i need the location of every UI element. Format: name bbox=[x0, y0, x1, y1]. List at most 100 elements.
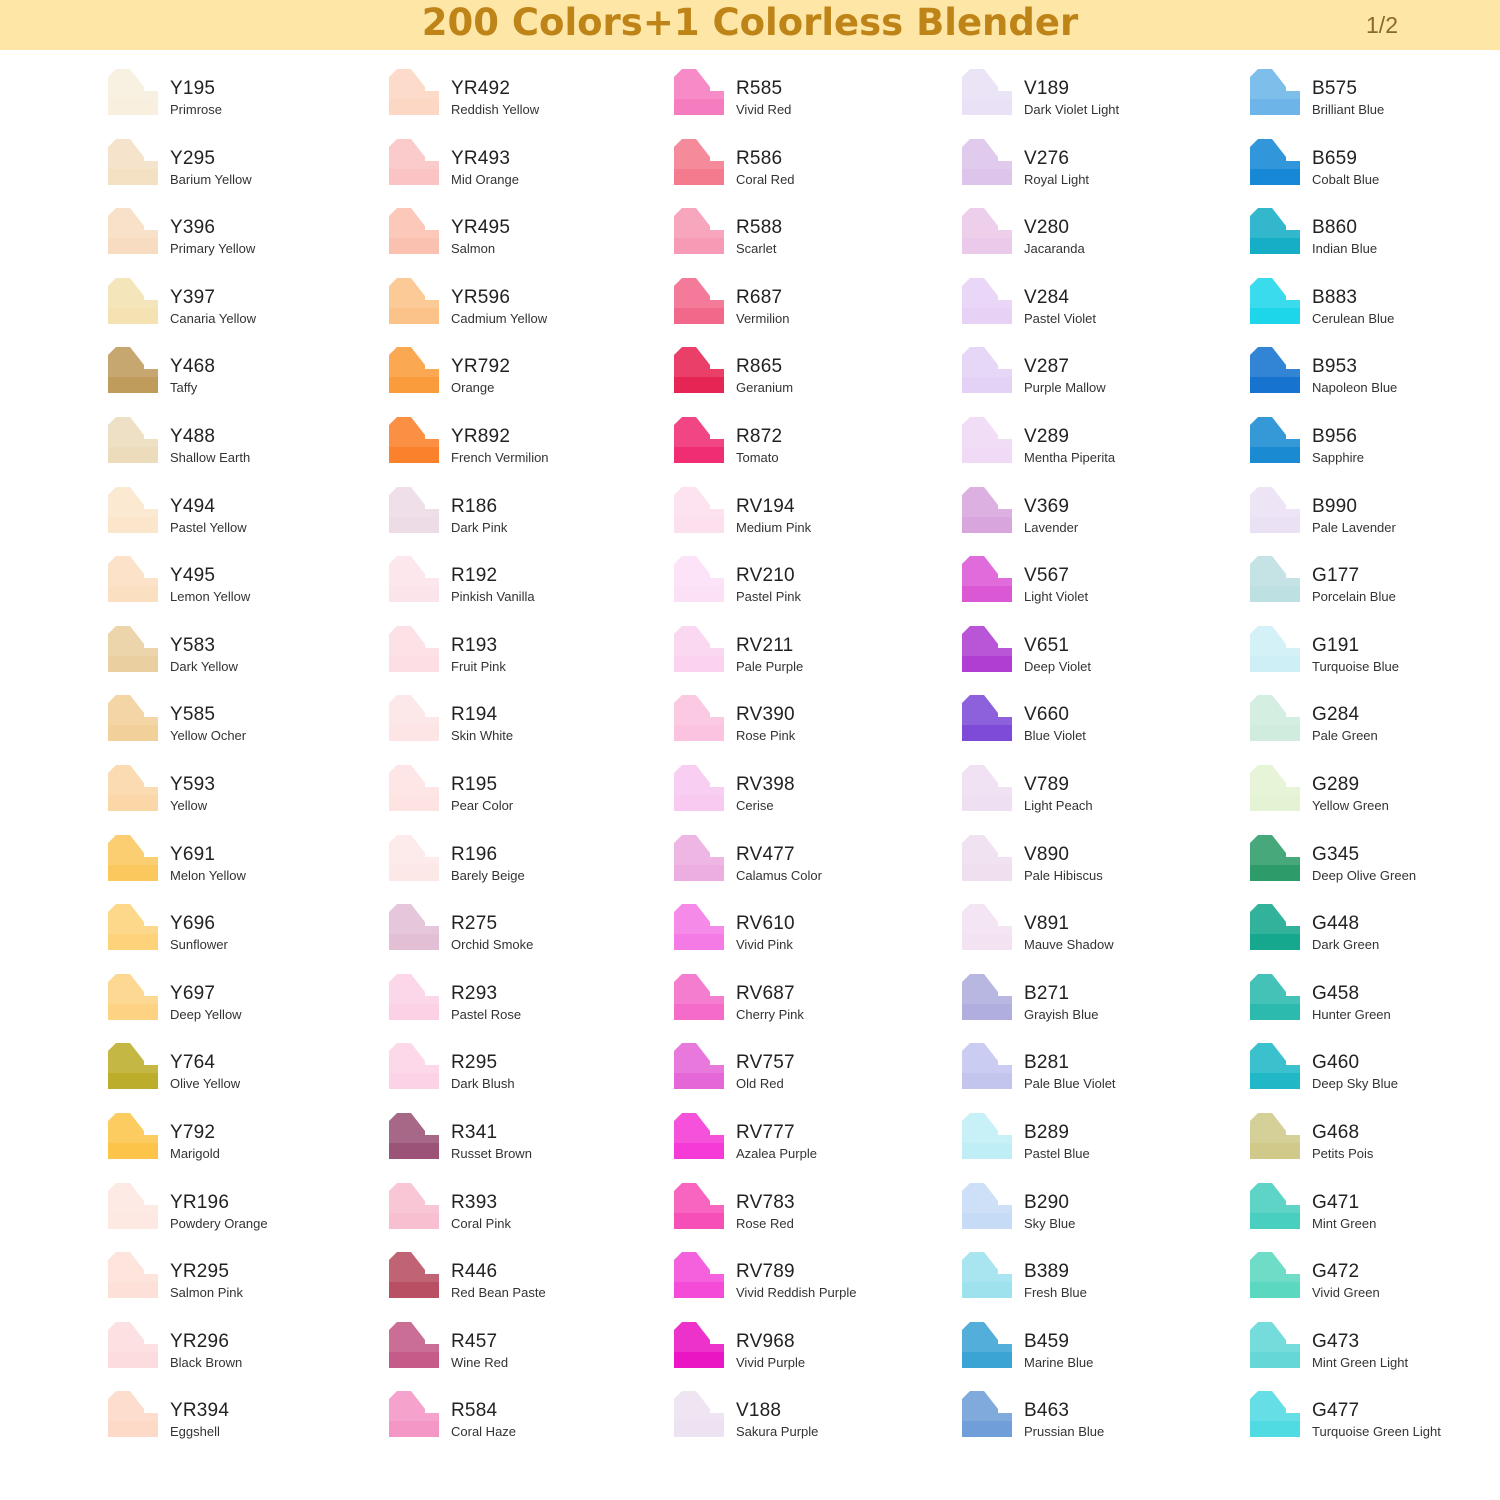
color-swatch-item: G473 Mint Green Light bbox=[1250, 1322, 1500, 1382]
color-swatch-item: V287 Purple Mallow bbox=[962, 347, 1212, 407]
marker-tip-swatch bbox=[108, 904, 158, 950]
color-code: RV757 bbox=[736, 1052, 795, 1073]
color-swatch-item: RV610 Vivid Pink bbox=[674, 904, 924, 964]
color-code: B289 bbox=[1024, 1122, 1070, 1143]
color-name: Pale Hibiscus bbox=[1024, 868, 1103, 883]
color-code: V276 bbox=[1024, 148, 1070, 169]
color-swatch-item: Y495 Lemon Yellow bbox=[108, 556, 358, 616]
color-code: R872 bbox=[736, 426, 783, 447]
color-code: YR493 bbox=[451, 148, 511, 169]
marker-tip-swatch bbox=[962, 765, 1012, 811]
color-code: G458 bbox=[1312, 983, 1360, 1004]
color-swatch-item: Y396 Primary Yellow bbox=[108, 208, 358, 268]
color-code: V188 bbox=[736, 1400, 782, 1421]
color-swatch-item: B289 Pastel Blue bbox=[962, 1113, 1212, 1173]
color-swatch-item: R584 Coral Haze bbox=[389, 1391, 639, 1451]
color-swatch-item: Y397 Canaria Yellow bbox=[108, 278, 358, 338]
color-swatch-item: V651 Deep Violet bbox=[962, 626, 1212, 686]
color-code: R588 bbox=[736, 217, 783, 238]
marker-tip-swatch bbox=[674, 1043, 724, 1089]
color-code: R393 bbox=[451, 1192, 498, 1213]
color-name: Tomato bbox=[736, 450, 779, 465]
marker-tip-swatch bbox=[108, 1113, 158, 1159]
color-code: G468 bbox=[1312, 1122, 1360, 1143]
color-name: Pale Lavender bbox=[1312, 520, 1396, 535]
marker-tip-swatch bbox=[962, 974, 1012, 1020]
color-code: R341 bbox=[451, 1122, 498, 1143]
color-code: RV398 bbox=[736, 774, 795, 795]
marker-tip-swatch bbox=[962, 835, 1012, 881]
color-code: V660 bbox=[1024, 704, 1070, 725]
marker-tip-swatch bbox=[108, 835, 158, 881]
color-name: Pale Purple bbox=[736, 659, 804, 674]
marker-tip-swatch bbox=[1250, 208, 1300, 254]
color-swatch-item: YR493 Mid Orange bbox=[389, 139, 639, 199]
color-code: V287 bbox=[1024, 356, 1070, 377]
page-indicator: 1/2 bbox=[1366, 12, 1398, 38]
marker-tip-swatch bbox=[1250, 835, 1300, 881]
color-swatch-item: Y593 Yellow bbox=[108, 765, 358, 825]
color-name: Cobalt Blue bbox=[1312, 172, 1380, 187]
color-name: Coral Red bbox=[736, 172, 795, 187]
marker-tip-swatch bbox=[674, 1113, 724, 1159]
color-name: Pastel Violet bbox=[1024, 311, 1097, 326]
color-name: Cerise bbox=[736, 798, 774, 813]
color-code: Y495 bbox=[170, 565, 216, 586]
color-code: V789 bbox=[1024, 774, 1070, 795]
marker-tip-swatch bbox=[674, 278, 724, 324]
marker-tip-swatch bbox=[1250, 904, 1300, 950]
color-code: G477 bbox=[1312, 1400, 1360, 1421]
color-swatch-item: B459 Marine Blue bbox=[962, 1322, 1212, 1382]
color-swatch-item: Y295 Barium Yellow bbox=[108, 139, 358, 199]
marker-tip-swatch bbox=[1250, 417, 1300, 463]
color-swatch-item: B659 Cobalt Blue bbox=[1250, 139, 1500, 199]
color-code: R194 bbox=[451, 704, 498, 725]
color-name: Pear Color bbox=[451, 798, 514, 813]
color-name: Russet Brown bbox=[451, 1146, 532, 1161]
color-code: YR295 bbox=[170, 1261, 230, 1282]
color-code: G472 bbox=[1312, 1261, 1360, 1282]
color-swatch-item: V567 Light Violet bbox=[962, 556, 1212, 616]
marker-tip-swatch bbox=[674, 417, 724, 463]
color-name: Primrose bbox=[170, 102, 223, 117]
color-swatch-item: RV398 Cerise bbox=[674, 765, 924, 825]
color-name: Pale Green bbox=[1312, 728, 1378, 743]
color-swatch-item: R585 Vivid Red bbox=[674, 69, 924, 129]
marker-tip-swatch bbox=[962, 139, 1012, 185]
color-code: Y697 bbox=[170, 983, 216, 1004]
color-swatch-item: RV789 Vivid Reddish Purple bbox=[674, 1252, 924, 1312]
color-swatch-item: R393 Coral Pink bbox=[389, 1183, 639, 1243]
color-name: Lavender bbox=[1024, 520, 1079, 535]
color-code: V891 bbox=[1024, 913, 1070, 934]
color-code: YR296 bbox=[170, 1331, 230, 1352]
color-swatch-item: B953 Napoleon Blue bbox=[1250, 347, 1500, 407]
color-swatch-item: G191 Turquoise Blue bbox=[1250, 626, 1500, 686]
marker-tip-swatch bbox=[674, 904, 724, 950]
color-code: Y295 bbox=[170, 148, 216, 169]
color-name: Wine Red bbox=[451, 1355, 509, 1370]
marker-tip-swatch bbox=[389, 1043, 439, 1089]
marker-tip-swatch bbox=[389, 1183, 439, 1229]
color-swatch-item: Y195 Primrose bbox=[108, 69, 358, 129]
color-code: Y494 bbox=[170, 496, 216, 517]
color-name: Pastel Rose bbox=[451, 1007, 522, 1022]
color-name: Barely Beige bbox=[451, 868, 525, 883]
color-name: Reddish Yellow bbox=[451, 102, 540, 117]
marker-tip-swatch bbox=[674, 626, 724, 672]
color-name: Vivid Red bbox=[736, 102, 792, 117]
color-name: Rose Red bbox=[736, 1216, 794, 1231]
color-name: Mentha Piperita bbox=[1024, 450, 1116, 465]
color-code: G289 bbox=[1312, 774, 1360, 795]
color-name: Vivid Reddish Purple bbox=[736, 1285, 857, 1300]
color-code: Y195 bbox=[170, 78, 216, 99]
color-code: B281 bbox=[1024, 1052, 1070, 1073]
color-name: Pinkish Vanilla bbox=[451, 589, 535, 604]
color-code: V280 bbox=[1024, 217, 1070, 238]
marker-tip-swatch bbox=[1250, 139, 1300, 185]
color-swatch-item: YR492 Reddish Yellow bbox=[389, 69, 639, 129]
color-code: B990 bbox=[1312, 496, 1358, 517]
color-swatch-item: Y792 Marigold bbox=[108, 1113, 358, 1173]
color-name: Petits Pois bbox=[1312, 1146, 1374, 1161]
marker-tip-swatch bbox=[389, 835, 439, 881]
color-swatch-item: B463 Prussian Blue bbox=[962, 1391, 1212, 1451]
